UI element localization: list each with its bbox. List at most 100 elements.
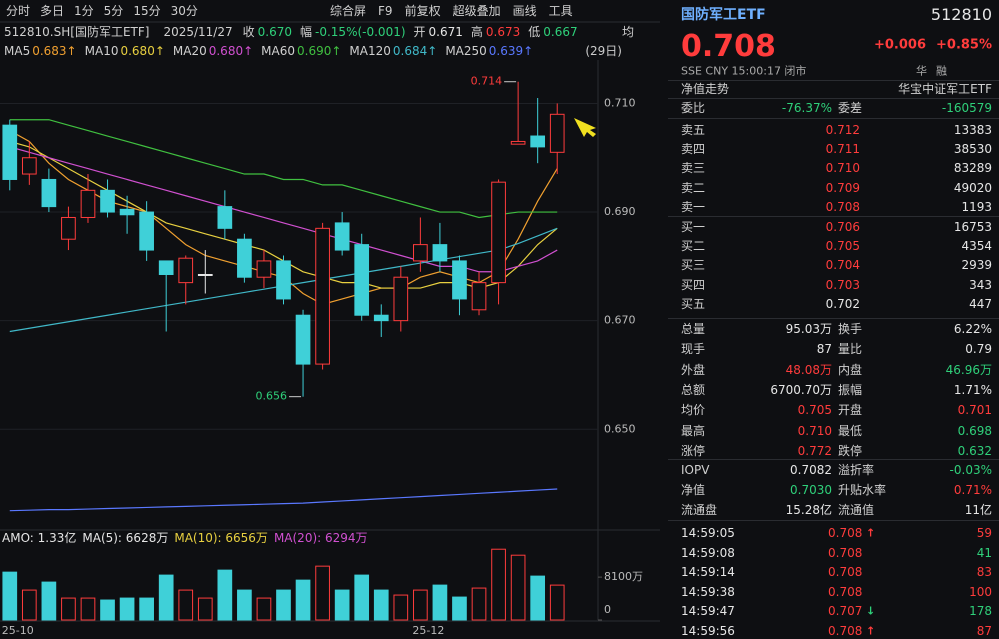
order-qty: 447 — [969, 296, 992, 311]
stat-label: 涨停 — [681, 443, 706, 458]
pointer-arrow — [574, 118, 596, 137]
period-tab[interactable]: 1分 — [74, 4, 94, 18]
tool-button[interactable]: 综合屏 — [330, 4, 367, 18]
volume-bar — [413, 589, 428, 621]
volume-bar — [530, 575, 546, 621]
candle-body — [549, 113, 565, 153]
stat-label: 现手 — [681, 342, 706, 357]
trade-arrow: ↓ — [866, 604, 876, 618]
order-price: 0.704 — [825, 258, 860, 273]
stat-value: 46.96万 — [945, 362, 992, 377]
tool-button[interactable]: 工具 — [548, 4, 573, 18]
stat-value: 0.705 — [797, 403, 832, 418]
trade-price: 0.708 — [828, 624, 863, 638]
candle-body — [217, 206, 233, 229]
volume-bar — [197, 597, 213, 621]
separator — [668, 459, 999, 460]
trade-time: 14:59:47 — [681, 604, 735, 619]
order-label: 买二 — [681, 239, 706, 254]
stat-label: 量比 — [838, 342, 863, 357]
tool-button[interactable]: 超级叠加 — [452, 4, 501, 18]
stat-label: 净值 — [681, 483, 706, 497]
stat-value: 0.772 — [797, 443, 832, 458]
candle-body — [354, 244, 370, 316]
stat-label: IOPV — [681, 463, 710, 477]
period-tab[interactable]: 15分 — [133, 4, 161, 18]
candle-body — [510, 140, 526, 145]
weibi-value: -160579 — [941, 101, 992, 115]
stat-label: 振幅 — [838, 382, 863, 397]
trade-time: 14:59:14 — [681, 565, 735, 580]
stat-value: -0.03% — [949, 463, 992, 477]
order-price: 0.705 — [825, 239, 860, 254]
days-badge[interactable]: (29日) — [585, 44, 622, 58]
period-tab[interactable]: 30分 — [170, 4, 198, 18]
y-tick-label: 0.690 — [604, 205, 636, 218]
volume-tick-label: 0 — [604, 603, 611, 616]
order-price: 0.702 — [825, 296, 860, 311]
tool-button[interactable]: 画线 — [512, 4, 537, 18]
quote-badge: 华 — [916, 64, 927, 78]
trade-qty: 178 — [969, 604, 992, 619]
order-qty: 16753 — [953, 220, 992, 234]
order-label: 买一 — [681, 220, 706, 234]
ma-line — [9, 488, 558, 512]
stat-value: 87 — [816, 342, 832, 357]
x-tick-label: 25-10 — [2, 624, 34, 637]
tool-button[interactable]: F9 — [378, 4, 393, 18]
field-label: 开 — [413, 25, 426, 39]
order-price: 0.706 — [825, 220, 860, 234]
stat-value: 6700.70万 — [770, 382, 832, 397]
candle-body — [393, 276, 409, 322]
volume-bar — [491, 548, 506, 621]
candle-body — [373, 314, 389, 322]
candle-body — [237, 238, 252, 278]
candle-body — [80, 189, 96, 218]
stat-label: 开盘 — [838, 403, 863, 418]
annotation-label: 0.656 — [256, 390, 288, 403]
stat-value: 6.22% — [953, 322, 992, 336]
order-label: 卖一 — [681, 199, 706, 214]
field-value: 0.667 — [543, 25, 578, 39]
trade-qty: 83 — [976, 565, 992, 580]
separator — [668, 118, 999, 119]
period-tab[interactable]: 分时 — [6, 4, 31, 18]
ma-label: MA10 — [84, 44, 119, 58]
order-label: 买四 — [681, 277, 706, 292]
volume-bar — [373, 589, 389, 621]
quote-meta: SSE CNY 15:00:17 闭市 — [681, 64, 807, 78]
tool-button[interactable]: 前复权 — [404, 4, 441, 18]
volume-legend: MA(20): 6294万 — [273, 531, 368, 545]
period-tab[interactable]: 5分 — [103, 4, 124, 18]
candle-body — [452, 260, 467, 300]
quote-price: 0.708 — [681, 29, 776, 64]
volume-bar — [471, 587, 487, 621]
x-tick-label: 25-12 — [412, 624, 444, 637]
stat-value: 0.701 — [957, 403, 992, 418]
quote-badge: 融 — [936, 64, 947, 78]
candle-body — [119, 208, 135, 216]
volume-bar — [2, 571, 18, 621]
stat-label: 内盘 — [838, 362, 863, 377]
candle-body — [41, 178, 57, 208]
volume-bar — [21, 589, 37, 621]
candle-body — [315, 227, 330, 365]
volume-bar — [80, 597, 96, 621]
ma-value: 0.683↑ — [32, 44, 77, 58]
ma-line — [9, 119, 558, 219]
quote-code: 512810 — [930, 5, 992, 24]
y-tick-label: 0.650 — [604, 422, 636, 435]
trade-qty: 87 — [976, 624, 992, 638]
separator — [668, 98, 999, 99]
candle-body — [432, 244, 448, 262]
y-tick-label: 0.710 — [604, 96, 636, 109]
quote-change: +0.006 — [873, 37, 926, 53]
candle-body — [158, 260, 174, 275]
stat-value: 0.79 — [965, 342, 992, 357]
stat-value: 11亿 — [964, 503, 992, 517]
candle-body — [61, 216, 76, 240]
period-tab[interactable]: 多日 — [40, 4, 65, 18]
volume-bar — [393, 594, 409, 621]
nav-link[interactable]: 净值走势 — [681, 82, 730, 96]
trade-time: 14:59:38 — [681, 584, 735, 599]
